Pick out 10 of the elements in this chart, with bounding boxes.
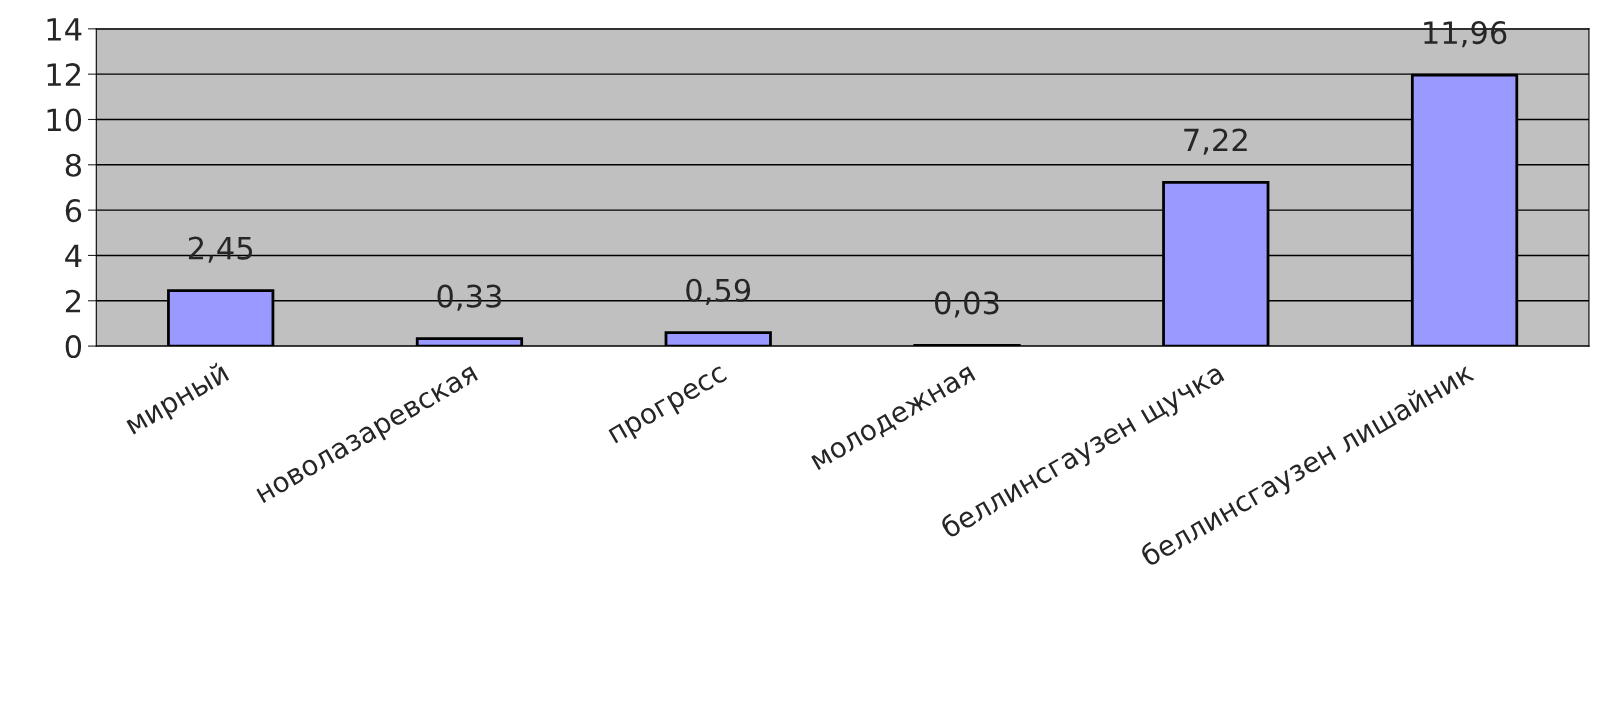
y-tick-label: 8 xyxy=(65,153,82,177)
y-tick-label: 10 xyxy=(47,108,82,132)
y-tick-label: 12 xyxy=(47,63,81,86)
y-tick-label: 4 xyxy=(65,244,82,268)
data-label: 0,59 xyxy=(686,278,751,305)
y-tick-label: 14 xyxy=(47,18,82,41)
y-tick-label: 0 xyxy=(65,335,82,359)
data-label: 7,22 xyxy=(1184,128,1247,155)
y-tick-label: 2 xyxy=(65,289,81,313)
y-tick-label: 6 xyxy=(65,199,82,223)
